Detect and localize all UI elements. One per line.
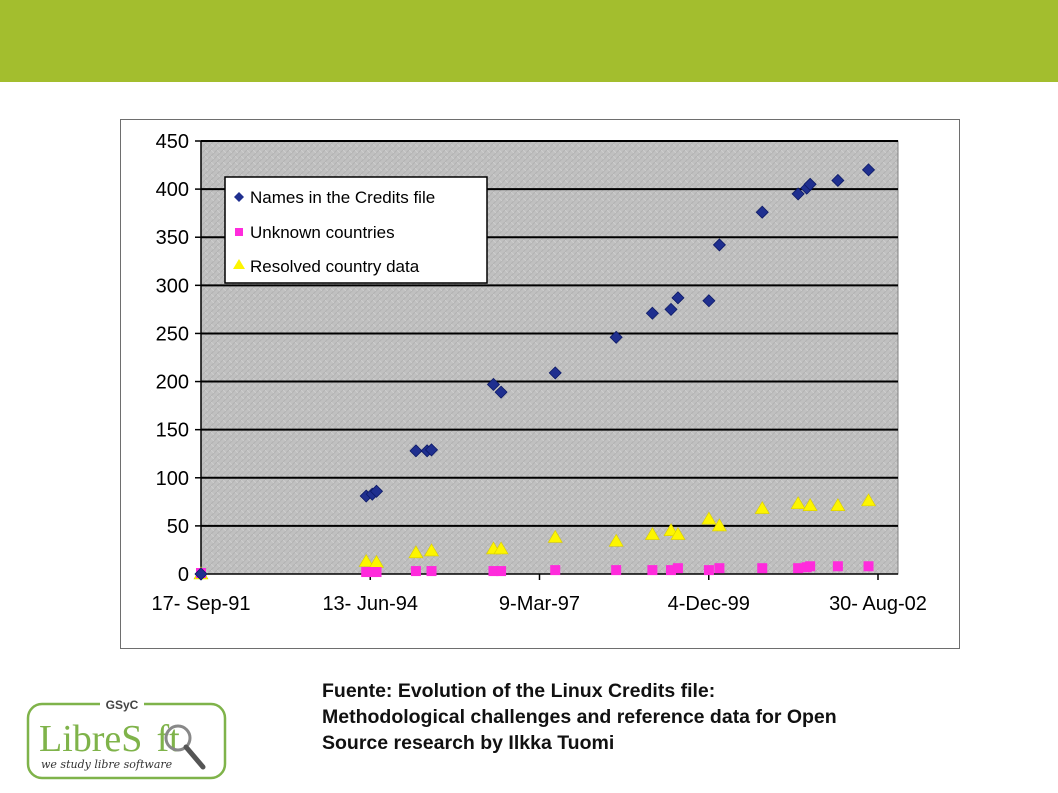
legend-diamond-icon (234, 192, 244, 202)
y-tick-label: 200 (156, 372, 189, 394)
names-point (664, 302, 678, 316)
x-tick-label: 30- Aug-02 (829, 593, 927, 615)
resolved-point (860, 493, 877, 507)
caption-line-2: Methodological challenges and reference … (322, 706, 837, 728)
y-tick-label: 450 (156, 131, 189, 153)
source-caption: Fuente: Evolution of the Linux Credits f… (322, 678, 1022, 756)
caption-line-1: Fuente: Evolution of the Linux Credits f… (322, 680, 716, 702)
x-tick-label: 17- Sep-91 (152, 593, 251, 615)
resolved-point (408, 545, 424, 559)
logo-org: GSyC (106, 698, 139, 712)
legend-triangle-icon (233, 259, 245, 269)
resolved-point (830, 498, 846, 511)
legend-label-names: Names in the Credits file (250, 188, 435, 207)
legend-box (224, 176, 488, 284)
unknown-point (832, 561, 843, 572)
libresoft-logo: GSyC LibreS ft we study libre software (25, 696, 231, 782)
names-point (194, 567, 208, 581)
logo-name-3: ft (156, 718, 180, 760)
unknown-point (496, 566, 507, 577)
resolved-point (711, 518, 727, 532)
names-point (861, 163, 876, 177)
unknown-point (550, 565, 561, 576)
unknown-point (703, 565, 714, 576)
unknown-point (647, 565, 658, 576)
resolved-point (358, 553, 374, 567)
logo-name-1: Libre (39, 718, 121, 760)
y-tick-label: 150 (156, 420, 189, 442)
legend-label-resolved: Resolved country data (250, 257, 420, 276)
resolved-point (754, 500, 770, 514)
y-tick-label: 400 (156, 179, 189, 201)
names-point (712, 238, 726, 252)
resolved-point (802, 498, 818, 511)
resolved-point (790, 496, 806, 510)
y-tick-label: 50 (167, 516, 189, 538)
unknown-point (672, 563, 683, 574)
resolved-point (701, 511, 717, 525)
resolved-point (423, 543, 440, 557)
chart-legend: Names in the Credits file Unknown countr… (224, 176, 488, 284)
scatter-chart: 0 50 100 150 200 250 300 350 400 450 17- Sep-91 13-… (152, 131, 927, 615)
legend-square-icon (235, 228, 243, 236)
names-point (369, 484, 384, 498)
unknown-point (426, 566, 437, 577)
unknown-point (488, 566, 499, 577)
names-point (671, 291, 685, 305)
unknown-point (757, 563, 768, 574)
unknown-point (793, 563, 804, 574)
unknown-point (714, 563, 725, 574)
names-point (645, 306, 659, 320)
caption-line-3: Source research by Ilkka Tuomi (322, 732, 615, 754)
y-tick-label: 300 (156, 275, 189, 297)
unknown-point (863, 561, 874, 572)
names-point (803, 177, 817, 191)
resolved-point (547, 529, 563, 543)
names-point (409, 444, 423, 458)
y-tick-label: 350 (156, 227, 189, 249)
x-tick-label: 4-Dec-99 (668, 593, 750, 615)
names-point (609, 330, 623, 344)
names-point (486, 377, 501, 392)
legend-label-unknown: Unknown countries (250, 223, 395, 242)
unknown-point (611, 565, 622, 576)
resolved-point (644, 526, 660, 540)
names-point (494, 385, 508, 399)
resolved-point (493, 541, 509, 555)
unknown-point (361, 567, 372, 578)
names-point (548, 366, 562, 380)
chart-frame: 0 50 100 150 200 250 300 350 400 450 17- Sep-91 13-… (120, 119, 960, 649)
x-tick-label: 13- Jun-94 (322, 593, 418, 615)
resolved-point (608, 533, 624, 547)
logo-graphic: GSyC LibreS ft we study libre software (26, 696, 227, 780)
unknown-point (410, 566, 421, 577)
magnifier-icon (164, 724, 206, 770)
logo-name-2: S (121, 718, 142, 760)
unknown-point (805, 561, 816, 572)
logo-tagline: we study libre software (41, 758, 173, 771)
names-point (831, 173, 845, 188)
unknown-point (371, 567, 382, 578)
top-banner (0, 0, 1058, 82)
names-point (755, 205, 769, 219)
resolved-point (670, 526, 686, 540)
resolved-point (663, 523, 679, 536)
y-tick-label: 100 (156, 468, 189, 490)
names-point (702, 294, 716, 308)
names-point (791, 187, 805, 201)
unknown-point (666, 565, 677, 576)
x-tick-label: 9-Mar-97 (499, 593, 580, 615)
names-point (424, 443, 439, 457)
y-tick-label: 250 (156, 323, 189, 345)
y-tick-label: 0 (178, 564, 189, 586)
